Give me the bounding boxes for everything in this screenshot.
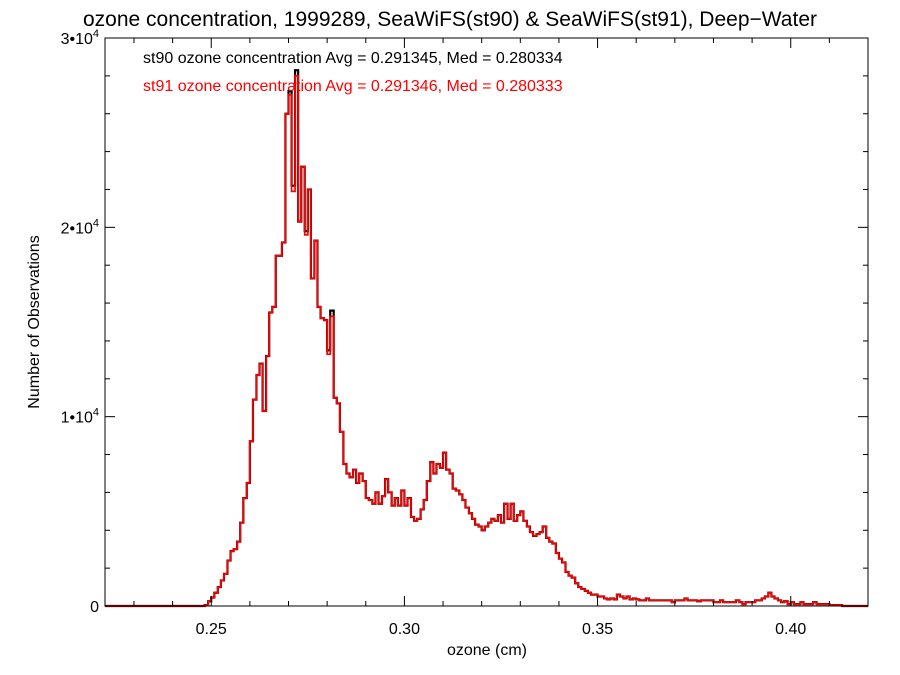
series-line-st90 <box>105 69 868 608</box>
legend-entry-st90: st90 ozone concentration Avg = 0.291345,… <box>143 50 563 67</box>
series-st90 <box>105 69 868 608</box>
x-tick-label: 0.40 <box>775 621 806 638</box>
series-line-st91 <box>105 75 868 607</box>
y-tick-label: 2•104 <box>61 217 99 237</box>
x-tick-label: 0.25 <box>196 621 227 638</box>
series-layer <box>105 69 868 608</box>
y-axis-label: Number of Observations <box>26 235 43 408</box>
y-tick-label: 1•104 <box>61 407 99 427</box>
y-tick-label: 3•104 <box>61 28 99 48</box>
x-axis: 0.25 0.30 0.35 0.40 <box>133 38 869 638</box>
y-tick-label: 0 <box>90 599 99 616</box>
plot-frame <box>104 37 869 607</box>
legend-entry-st91: st91 ozone concentration Avg = 0.291346,… <box>143 78 563 95</box>
series-st91 <box>105 75 868 607</box>
y-axis: 0 1•104 2•104 3•104 <box>61 28 868 616</box>
x-tick-label: 0.30 <box>389 621 420 638</box>
x-tick-label: 0.35 <box>582 621 613 638</box>
chart-title: ozone concentration, 1999289, SeaWiFS(st… <box>83 8 817 31</box>
x-axis-label: ozone (cm) <box>447 642 527 659</box>
